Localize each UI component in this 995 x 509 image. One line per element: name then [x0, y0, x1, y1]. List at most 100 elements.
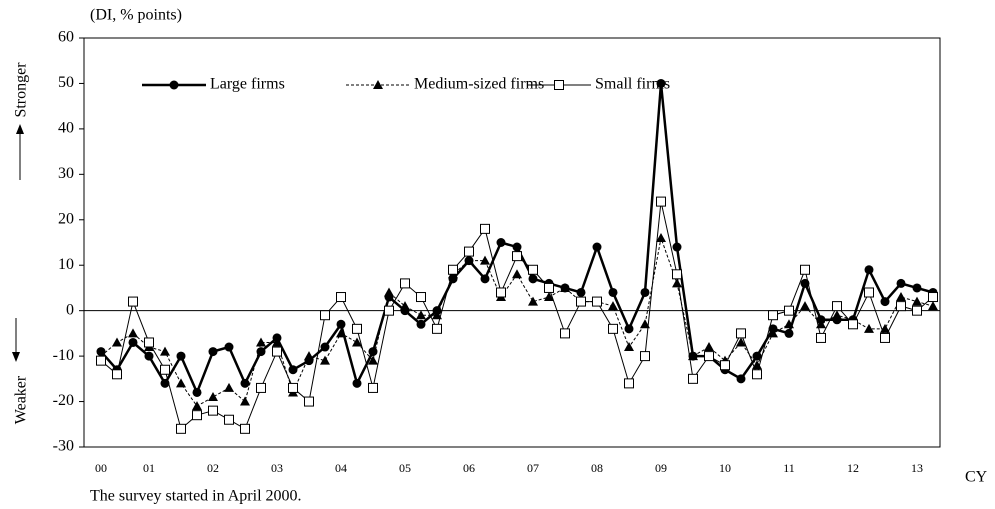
marker	[416, 319, 426, 329]
marker	[272, 346, 282, 357]
marker	[240, 423, 250, 434]
marker	[656, 232, 666, 242]
series-line	[100, 201, 934, 430]
marker	[800, 264, 810, 275]
x-tick-label: 12	[847, 461, 859, 475]
marker	[144, 337, 154, 348]
x-tick-label: 08	[591, 461, 603, 475]
marker	[864, 265, 874, 275]
y-tick-label: 20	[58, 210, 74, 227]
y-tick-label: 60	[58, 29, 74, 46]
marker	[864, 287, 874, 298]
marker	[592, 296, 602, 307]
marker	[240, 378, 250, 388]
marker	[912, 296, 922, 306]
marker	[288, 382, 298, 393]
marker	[864, 323, 874, 333]
marker	[512, 242, 522, 252]
x-tick-label: 10	[719, 461, 731, 475]
marker	[480, 274, 490, 284]
marker	[528, 296, 538, 306]
marker	[304, 351, 314, 361]
marker	[624, 324, 634, 334]
marker	[752, 369, 762, 380]
marker	[384, 287, 394, 297]
marker	[160, 378, 170, 388]
marker	[448, 264, 458, 275]
marker	[320, 342, 330, 352]
footnote: The survey started in April 2000.	[90, 488, 302, 505]
marker	[880, 297, 890, 307]
marker	[176, 351, 186, 361]
marker	[784, 319, 794, 329]
direction-label: Stronger	[13, 62, 30, 118]
marker	[336, 319, 346, 329]
marker	[368, 382, 378, 393]
marker	[784, 305, 794, 316]
y-tick-label: 50	[58, 74, 74, 91]
marker	[256, 382, 266, 393]
marker	[848, 319, 858, 330]
marker	[656, 196, 666, 207]
marker	[752, 351, 762, 361]
marker	[640, 351, 650, 362]
direction-label: Weaker	[13, 375, 30, 424]
x-tick-label: 03	[271, 461, 283, 475]
marker	[896, 301, 906, 312]
legend-label: Medium-sized firms	[414, 76, 544, 93]
x-tick-label: 07	[527, 461, 539, 475]
marker	[496, 287, 506, 298]
marker	[928, 301, 938, 311]
marker	[416, 310, 426, 320]
marker	[336, 292, 346, 303]
marker	[640, 287, 650, 297]
x-tick-label: 13	[911, 461, 923, 475]
marker	[800, 301, 810, 311]
series-line	[100, 236, 934, 407]
marker	[672, 278, 682, 288]
marker	[112, 369, 122, 380]
marker	[544, 292, 554, 302]
arrow-down-head	[12, 352, 20, 362]
marker	[912, 283, 922, 293]
arrow-up-head	[16, 124, 24, 134]
x-tick-label: 06	[463, 461, 475, 475]
marker	[304, 396, 314, 407]
x-tick-label: 04	[335, 461, 347, 475]
marker	[640, 319, 650, 329]
marker	[512, 269, 522, 279]
marker	[704, 342, 714, 352]
marker	[720, 360, 730, 371]
marker	[560, 282, 570, 292]
marker	[656, 78, 666, 88]
legend-marker	[554, 80, 564, 90]
marker	[528, 274, 538, 284]
y-tick-label: -10	[53, 347, 74, 364]
x-axis-label: CY	[965, 469, 988, 486]
y-tick-label: 0	[66, 301, 74, 318]
x-tick-label: 11	[783, 461, 795, 475]
marker	[352, 378, 362, 388]
marker	[608, 323, 618, 334]
marker	[208, 347, 218, 357]
marker	[480, 255, 490, 265]
marker	[400, 301, 410, 311]
legend-marker	[373, 80, 383, 89]
marker	[896, 278, 906, 288]
marker	[336, 328, 346, 338]
marker	[128, 337, 138, 347]
marker	[224, 342, 234, 352]
marker	[352, 337, 362, 347]
marker	[400, 278, 410, 289]
marker	[432, 310, 442, 320]
marker	[128, 328, 138, 338]
marker	[416, 292, 426, 303]
marker	[800, 278, 810, 288]
marker	[832, 301, 842, 312]
marker	[592, 242, 602, 252]
marker	[768, 310, 778, 321]
marker	[624, 342, 634, 352]
marker	[272, 337, 282, 347]
marker	[608, 287, 618, 297]
